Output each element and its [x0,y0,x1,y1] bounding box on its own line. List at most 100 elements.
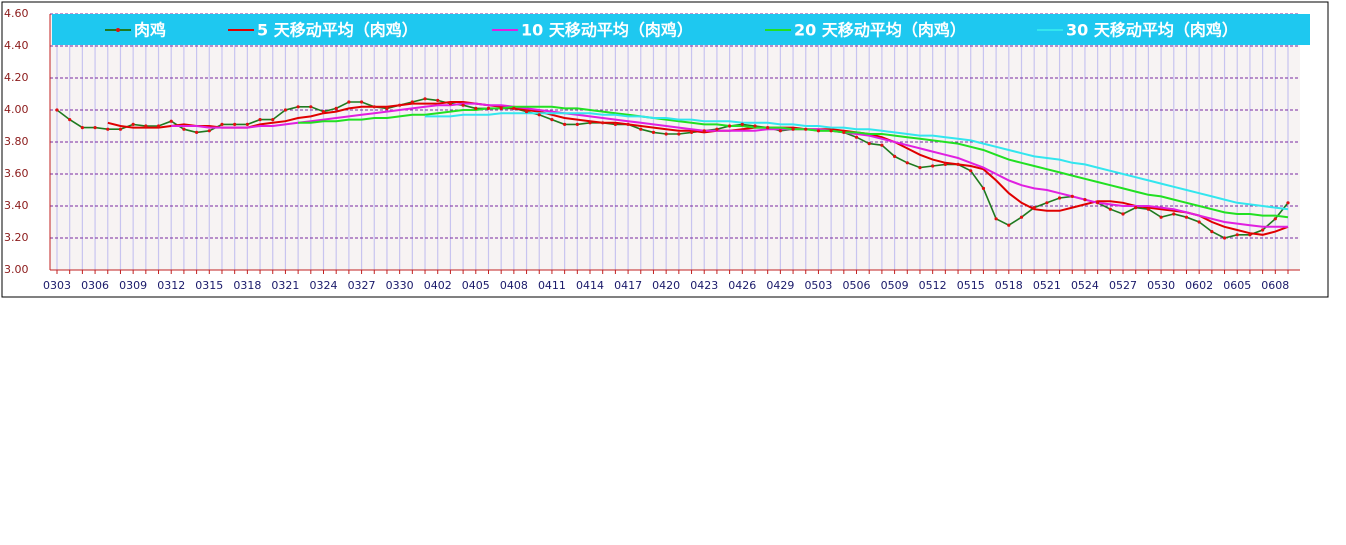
point-marker [436,98,440,102]
point-marker [931,164,935,168]
point-marker [93,126,97,130]
point-marker [1083,198,1087,202]
x-tick-label: 0312 [157,279,185,292]
x-tick-label: 0303 [43,279,71,292]
x-tick-label: 0417 [614,279,642,292]
point-marker [702,129,706,133]
point-marker [1184,215,1189,219]
point-marker [981,186,986,190]
point-marker [994,217,998,221]
point-marker [131,122,135,126]
point-marker [1007,223,1011,227]
point-marker [829,129,833,133]
point-marker [689,130,694,134]
y-tick-label: 3.00 [4,263,29,276]
point-marker [118,127,123,131]
x-tick-label: 0321 [271,279,299,292]
point-marker [892,154,897,158]
x-tick-label: 0405 [462,279,490,292]
point-marker [1146,207,1151,211]
point-marker [334,106,338,110]
point-marker [1045,201,1049,205]
point-marker [880,143,884,147]
x-tick-label: 0515 [957,279,985,292]
point-marker [715,127,719,131]
x-tick-label: 0324 [310,279,338,292]
legend-marker [116,28,120,32]
point-marker [524,110,529,114]
legend-label: 5 天移动平均（肉鸡） [257,21,418,40]
point-marker [220,122,224,126]
point-marker [867,142,871,146]
point-marker [144,124,148,128]
x-tick-label: 0315 [195,279,223,292]
x-tick-label: 0426 [728,279,756,292]
point-marker [1222,236,1227,240]
y-tick-label: 3.80 [4,135,29,148]
point-marker [791,127,795,131]
point-marker [1032,206,1036,210]
y-tick-label: 4.20 [4,71,29,84]
point-marker [271,118,275,122]
x-tick-label: 0608 [1261,279,1289,292]
point-marker [537,113,541,117]
legend-label: 10 天移动平均（肉鸡） [521,21,693,40]
legend-label: 20 天移动平均（肉鸡） [794,21,966,40]
point-marker [296,105,300,109]
point-marker [1273,217,1277,221]
point-marker [106,127,110,131]
x-tick-label: 0506 [843,279,871,292]
point-marker [1134,206,1138,210]
point-marker [1057,196,1062,200]
x-tick-label: 0402 [424,279,452,292]
point-marker [207,129,211,133]
point-marker [1108,207,1112,211]
x-tick-label: 0503 [804,279,832,292]
x-tick-label: 0423 [690,279,718,292]
point-marker [398,103,402,107]
point-marker [677,132,681,136]
point-marker [588,121,592,125]
point-marker [1248,233,1252,237]
point-marker [1261,228,1265,232]
point-marker [1019,215,1024,219]
point-marker [1121,212,1125,216]
axes: 3.00 3.20 3.40 3.60 3.80 4.00 4.20 4.40 4.60 0303… [4,7,1300,292]
point-marker [194,130,199,134]
point-marker [664,132,668,136]
point-marker [474,106,478,110]
point-marker [728,124,732,128]
series-line [107,101,1289,236]
point-marker [816,129,821,133]
point-marker [766,126,770,130]
point-marker [778,129,782,133]
x-tick-label: 0527 [1109,279,1137,292]
point-marker [486,106,491,110]
x-tick-label: 0429 [766,279,794,292]
point-marker [842,130,846,134]
point-marker [1235,233,1239,237]
legend-label: 30 天移动平均（肉鸡） [1066,21,1238,40]
point-marker [499,106,503,110]
point-marker [309,105,313,109]
point-marker [321,110,326,114]
x-tick-label: 0512 [919,279,947,292]
point-marker [753,124,757,128]
x-tick-label: 0330 [386,279,414,292]
series [55,97,1290,240]
point-marker [639,127,643,131]
y-tick-label: 4.60 [4,7,29,20]
legend-band [52,14,1310,45]
x-tick-label: 0524 [1071,279,1099,292]
point-marker [1210,230,1214,234]
point-marker [969,169,973,173]
point-marker [461,103,465,107]
y-tick-label: 4.00 [4,103,29,116]
x-tick-label: 0420 [652,279,680,292]
x-tick-label: 0602 [1185,279,1213,292]
point-marker [448,102,453,106]
x-tick-label: 0605 [1223,279,1251,292]
point-marker [956,162,960,166]
